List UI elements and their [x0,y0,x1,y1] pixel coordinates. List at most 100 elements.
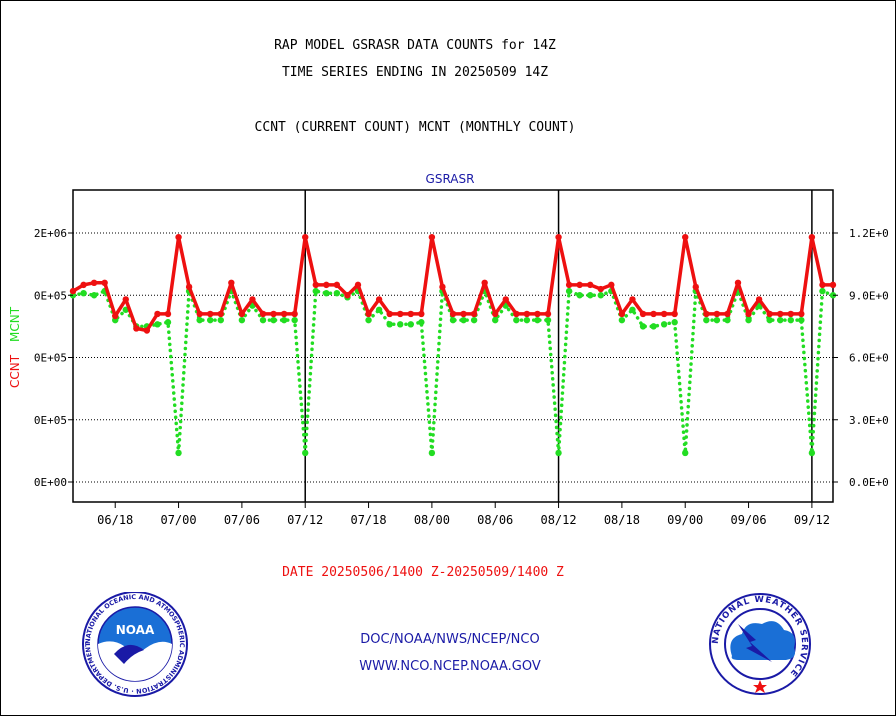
data-point-ccnt [354,281,362,289]
x-tick-label: 06/18 [97,513,133,527]
data-point-mcnt [90,292,98,299]
x-tick-label: 07/06 [224,513,260,527]
credit-agency: DOC/NOAA/NWS/NCEP/NCO [360,632,540,647]
data-point-ccnt [312,281,319,289]
data-point-ccnt [291,310,298,318]
data-point-ccnt [449,310,457,318]
data-point-ccnt [397,310,404,318]
data-point-mcnt [523,316,531,324]
data-point-ccnt [766,310,773,318]
data-point-mcnt [703,316,710,324]
series-ccnt [69,233,837,334]
data-point-ccnt [228,279,235,286]
data-point-ccnt [713,310,721,318]
data-point-ccnt [80,281,87,289]
data-point-mcnt [819,287,826,295]
data-point-mcnt [660,321,668,328]
data-point-ccnt [101,279,108,286]
data-point-ccnt [249,296,256,303]
data-point-ccnt [777,310,784,318]
x-tick-label: 09/12 [794,513,830,527]
data-point-mcnt [629,306,636,313]
data-point-ccnt [428,233,436,241]
data-point-ccnt [513,310,520,318]
data-point-mcnt [449,316,457,324]
data-point-ccnt [724,310,731,318]
data-point-mcnt [407,321,414,328]
data-point-ccnt [185,283,193,291]
y-tick-label-right: 6.0E+0 [849,352,889,365]
data-point-mcnt [365,316,372,324]
x-tick-label: 07/12 [287,513,323,527]
data-point-ccnt [692,283,699,291]
data-point-ccnt [798,310,805,318]
data-point-ccnt [375,296,383,303]
data-point-ccnt [639,310,647,318]
data-point-ccnt [270,310,277,318]
data-point-ccnt [386,310,393,318]
data-point-mcnt [270,316,277,324]
data-point-ccnt [544,310,552,318]
y-tick-label-right: 0.0E+0 [849,476,889,489]
data-point-ccnt [492,310,499,318]
data-point-mcnt [375,306,383,313]
data-point-ccnt [808,233,816,241]
data-point-ccnt [660,310,668,318]
data-point-ccnt [344,292,351,299]
data-point-ccnt [238,310,246,318]
data-point-ccnt [597,285,604,293]
gridlines [73,232,833,483]
data-point-ccnt [207,310,214,318]
data-point-mcnt [534,316,541,324]
data-point-mcnt [808,449,816,457]
data-point-mcnt [587,292,594,299]
x-tick-label: 09/06 [730,513,766,527]
data-point-mcnt [175,449,182,457]
data-point-ccnt [217,310,224,318]
data-point-mcnt [513,316,520,324]
data-point-ccnt [407,310,414,318]
data-point-ccnt [470,310,478,318]
data-point-mcnt [418,319,425,326]
data-point-ccnt [502,296,509,303]
data-point-ccnt [439,283,446,291]
data-point-mcnt [544,316,552,324]
data-point-ccnt [333,281,341,289]
data-point-ccnt [755,296,763,303]
data-point-mcnt [492,316,499,324]
data-point-ccnt [682,233,689,241]
data-point-mcnt [333,289,341,297]
data-point-ccnt [460,310,467,318]
panel-title: GSRASR [425,172,475,186]
data-point-mcnt [576,292,583,299]
data-point-ccnt [122,296,129,303]
x-tick-label: 07/18 [350,513,386,527]
data-point-mcnt [787,316,794,324]
data-point-mcnt [597,292,604,299]
y-tick-label-left: 0E+05 [34,414,67,427]
data-point-mcnt [682,449,689,457]
data-point-ccnt [608,281,615,289]
data-point-mcnt [565,287,573,295]
data-point-ccnt [69,287,77,295]
data-point-ccnt [164,310,172,318]
y-tick-label-left: 0E+00 [34,476,67,489]
data-point-mcnt [302,449,309,457]
data-point-ccnt [112,312,119,320]
axis-ticks: 0E+00 0.0E+0 0E+05 3.0E+0 0E+05 6.0E+0 0E+05 9.… [34,227,889,527]
x-tick-label: 08/12 [540,513,576,527]
credit-website[interactable]: WWW.NCO.NCEP.NOAA.GOV [359,659,541,674]
data-point-mcnt [798,316,805,324]
data-point-ccnt [523,310,531,318]
data-point-ccnt [259,310,267,318]
data-point-ccnt [175,233,182,241]
data-point-mcnt [164,319,172,326]
data-point-ccnt [323,281,330,289]
data-point-ccnt [481,279,488,286]
data-point-mcnt [196,316,203,324]
plot-border [72,189,834,503]
data-point-ccnt [629,296,636,303]
nws-logo-icon: NATIONAL WEATHER SERVICE [709,593,811,695]
